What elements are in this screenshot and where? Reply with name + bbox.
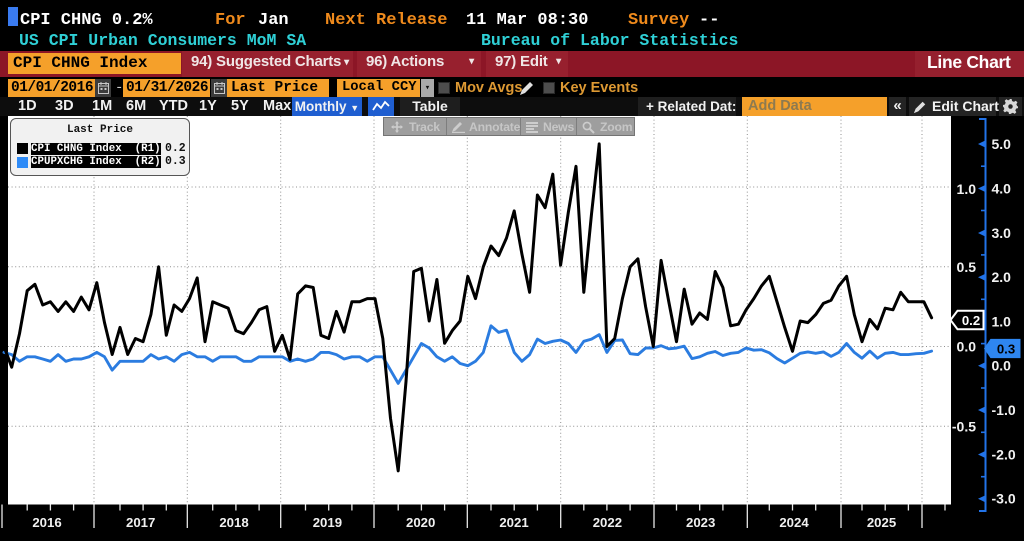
svg-text:4.0: 4.0 <box>992 180 1012 196</box>
svg-text:3.0: 3.0 <box>992 225 1012 241</box>
svg-text:5.0: 5.0 <box>992 136 1012 152</box>
svg-text:0.2: 0.2 <box>962 313 980 328</box>
svg-text:-1.0: -1.0 <box>992 402 1016 418</box>
svg-text:2020: 2020 <box>406 515 435 530</box>
svg-text:2023: 2023 <box>686 515 715 530</box>
svg-text:-2.0: -2.0 <box>992 446 1016 462</box>
svg-text:0.3: 0.3 <box>997 341 1015 356</box>
svg-text:2018: 2018 <box>219 515 248 530</box>
svg-text:0.0: 0.0 <box>992 358 1012 374</box>
svg-text:0.0: 0.0 <box>957 339 977 355</box>
svg-text:-0.5: -0.5 <box>952 418 976 434</box>
svg-text:2019: 2019 <box>313 515 342 530</box>
svg-text:2025: 2025 <box>867 515 896 530</box>
svg-text:1.0: 1.0 <box>992 313 1012 329</box>
svg-text:2.0: 2.0 <box>992 269 1012 285</box>
svg-text:2022: 2022 <box>593 515 622 530</box>
svg-text:2016: 2016 <box>32 515 61 530</box>
svg-text:2024: 2024 <box>779 515 809 530</box>
svg-text:2021: 2021 <box>499 515 528 530</box>
svg-text:0.5: 0.5 <box>957 259 977 275</box>
svg-text:-3.0: -3.0 <box>992 491 1016 507</box>
svg-text:1.0: 1.0 <box>957 181 977 197</box>
svg-text:2017: 2017 <box>126 515 155 530</box>
